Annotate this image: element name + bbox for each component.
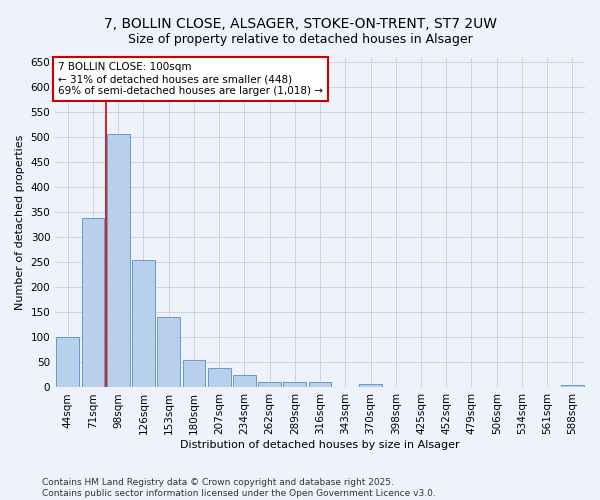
Bar xyxy=(258,382,281,388)
Bar xyxy=(359,384,382,388)
Bar xyxy=(561,385,584,388)
Bar xyxy=(283,382,306,388)
Bar xyxy=(233,376,256,388)
Bar xyxy=(82,218,104,388)
Bar xyxy=(132,260,155,388)
Bar xyxy=(208,368,230,388)
Bar xyxy=(107,134,130,388)
Y-axis label: Number of detached properties: Number of detached properties xyxy=(15,135,25,310)
Bar xyxy=(56,338,79,388)
Bar xyxy=(309,382,331,388)
Text: Contains HM Land Registry data © Crown copyright and database right 2025.
Contai: Contains HM Land Registry data © Crown c… xyxy=(42,478,436,498)
Bar xyxy=(157,317,180,388)
Text: 7 BOLLIN CLOSE: 100sqm
← 31% of detached houses are smaller (448)
69% of semi-de: 7 BOLLIN CLOSE: 100sqm ← 31% of detached… xyxy=(58,62,323,96)
Text: 7, BOLLIN CLOSE, ALSAGER, STOKE-ON-TRENT, ST7 2UW: 7, BOLLIN CLOSE, ALSAGER, STOKE-ON-TRENT… xyxy=(104,18,497,32)
Bar xyxy=(182,360,205,388)
Text: Size of property relative to detached houses in Alsager: Size of property relative to detached ho… xyxy=(128,32,472,46)
X-axis label: Distribution of detached houses by size in Alsager: Distribution of detached houses by size … xyxy=(180,440,460,450)
